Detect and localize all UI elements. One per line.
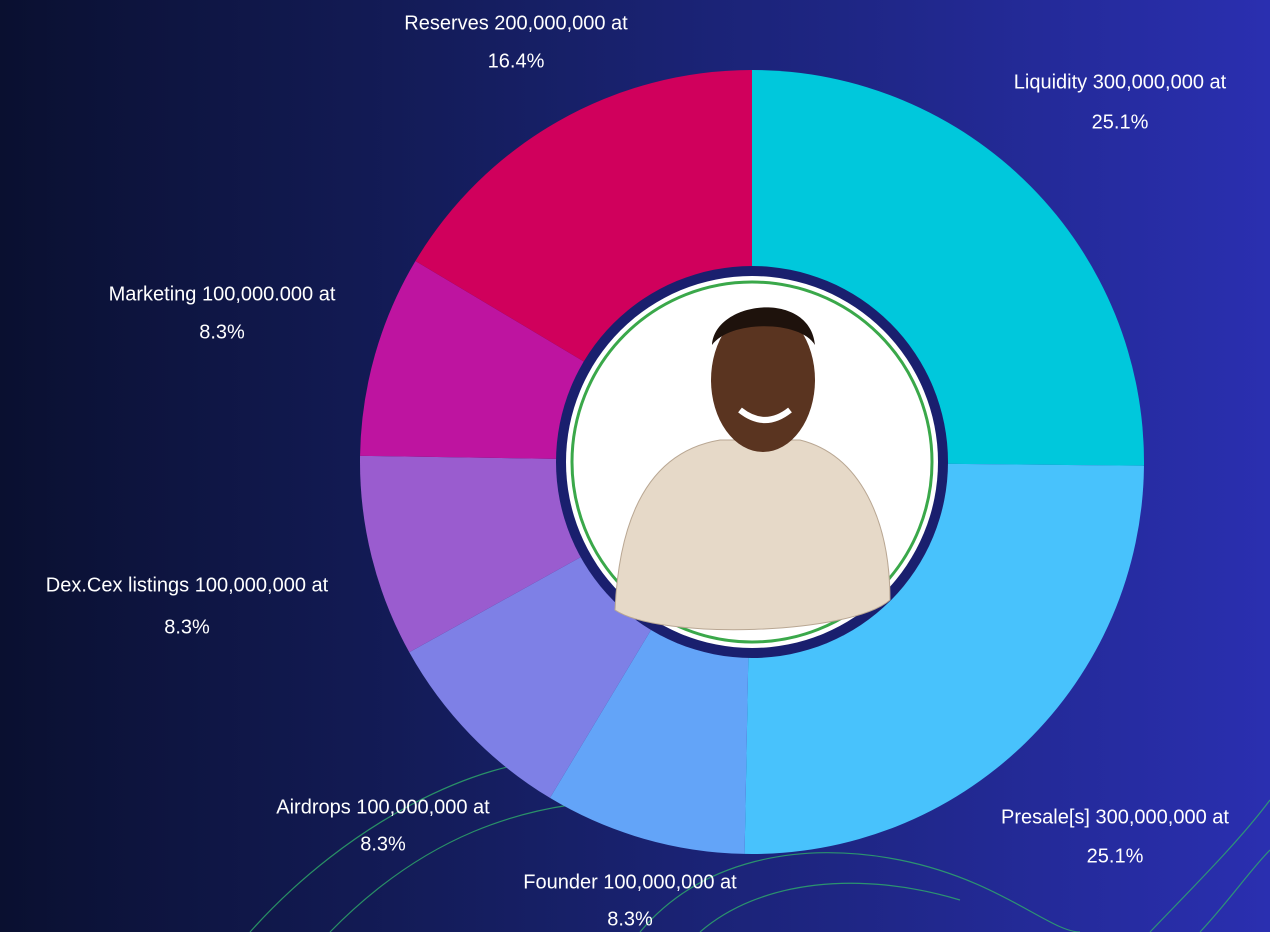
slice-label: Founder 100,000,000 at [523, 871, 737, 893]
slice-value-label: 8.3% [164, 616, 210, 638]
slice-value-label: 8.3% [199, 321, 245, 343]
slice-value-label: 8.3% [607, 908, 653, 930]
chart: Liquidity 300,000,000 at 25.1% Presale[s] … [0, 0, 1270, 932]
slice-label: Reserves 200,000,000 at [404, 12, 628, 34]
slice-value-label: 8.3% [360, 833, 406, 855]
slice-label: Liquidity 300,000,000 at [1014, 71, 1227, 93]
slice-label: Airdrops 100,000,000 at [276, 796, 490, 818]
slice-value-label: 16.4% [488, 50, 545, 72]
slice-label: Dex.Cex listings 100,000,000 at [46, 574, 329, 596]
slice-value-label: 25.1% [1087, 845, 1144, 867]
slice-label: Presale[s] 300,000,000 at [1001, 806, 1229, 828]
slice-label: Marketing 100,000.000 at [109, 283, 336, 305]
slice-value-label: 25.1% [1092, 111, 1149, 133]
